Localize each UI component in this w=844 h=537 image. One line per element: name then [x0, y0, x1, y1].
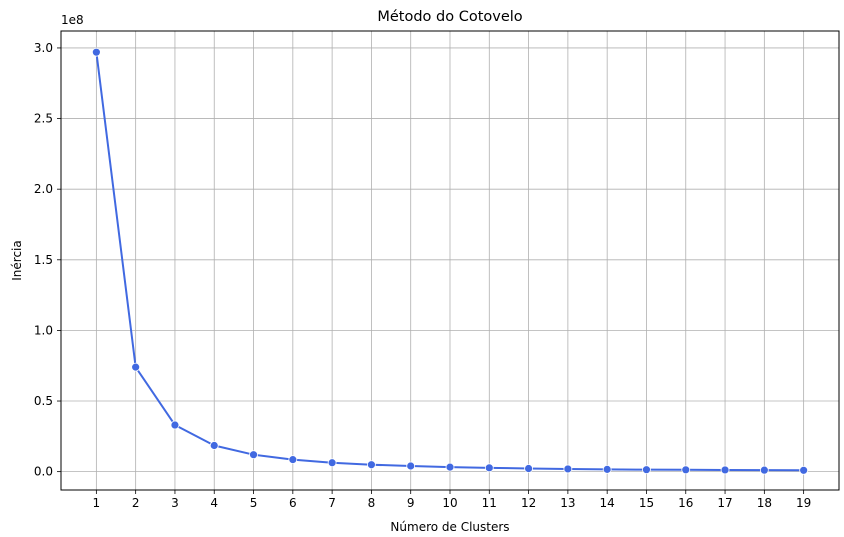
x-tick-label: 1 [93, 496, 101, 510]
data-point [642, 465, 651, 475]
data-point [367, 460, 376, 470]
x-tick-label: 10 [442, 496, 457, 510]
data-point [799, 465, 809, 475]
data-point [759, 465, 769, 475]
grid-lines [61, 31, 839, 490]
y-axis-label: Inércia [10, 240, 24, 280]
data-point [563, 464, 573, 474]
y-tick-label: 2.5 [34, 112, 53, 126]
data-point [131, 362, 141, 372]
data-point [406, 461, 416, 471]
x-tick-label: 15 [639, 496, 654, 510]
x-tick-label: 18 [757, 496, 772, 510]
data-point [484, 463, 494, 473]
y-tick-label: 0.5 [34, 394, 53, 408]
x-tick-label: 9 [407, 496, 415, 510]
data-point [327, 458, 337, 468]
y-axis-offset-label: 1e8 [61, 13, 84, 27]
data-point [288, 455, 298, 465]
data-point [720, 465, 730, 475]
x-tick-label: 8 [368, 496, 376, 510]
data-point [602, 464, 612, 474]
y-tick-label: 3.0 [34, 41, 53, 55]
data-point [170, 420, 180, 430]
x-axis-ticks: 1 2 3 4 5 6 7 8 9 10 11 12 13 14 15 16 17 18 19 [93, 490, 811, 510]
y-axis-ticks: 0.0 0.5 1.0 1.5 2.0 2.5 3.0 [34, 41, 61, 479]
x-tick-label: 11 [482, 496, 497, 510]
y-tick-label: 0.0 [34, 465, 53, 479]
x-tick-label: 2 [132, 496, 140, 510]
y-tick-label: 2.0 [34, 182, 53, 196]
data-point [249, 450, 258, 460]
x-tick-label: 12 [521, 496, 536, 510]
x-tick-label: 6 [289, 496, 297, 510]
y-tick-label: 1.5 [34, 253, 53, 267]
chart-title: Método do Cotovelo [377, 9, 522, 25]
series-layer [91, 47, 809, 475]
x-axis-label: Número de Clusters [390, 520, 509, 534]
x-tick-label: 16 [678, 496, 693, 510]
x-tick-label: 7 [328, 496, 336, 510]
y-tick-label: 1.0 [34, 323, 53, 337]
data-point [681, 465, 691, 475]
data-point [91, 47, 101, 57]
x-tick-label: 3 [171, 496, 179, 510]
x-tick-label: 5 [250, 496, 258, 510]
x-tick-label: 14 [600, 496, 615, 510]
x-tick-label: 19 [796, 496, 811, 510]
x-tick-label: 13 [560, 496, 575, 510]
data-point [445, 462, 455, 472]
data-point [524, 464, 533, 473]
x-tick-label: 4 [210, 496, 218, 510]
data-point [209, 441, 219, 450]
x-tick-label: 17 [717, 496, 732, 510]
